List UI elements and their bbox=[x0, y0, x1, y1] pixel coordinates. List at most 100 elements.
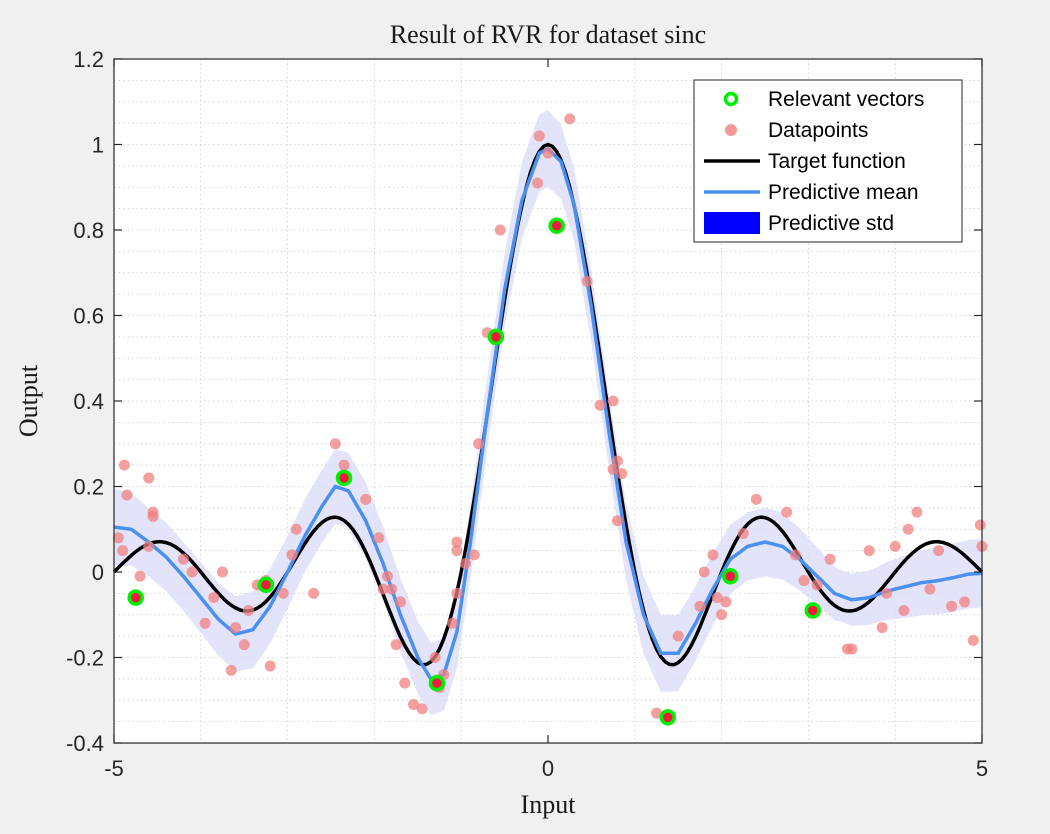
datapoint bbox=[967, 634, 979, 646]
datapoint bbox=[147, 506, 159, 518]
predictive-std-band bbox=[114, 110, 982, 716]
datapoint bbox=[750, 493, 762, 505]
datapoint bbox=[329, 438, 341, 450]
datapoint bbox=[716, 609, 728, 621]
datapoint bbox=[143, 472, 155, 484]
datapoint bbox=[881, 587, 893, 599]
datapoint bbox=[876, 622, 888, 634]
datapoint bbox=[451, 536, 463, 548]
datapoint bbox=[460, 557, 472, 569]
datapoint bbox=[473, 438, 485, 450]
datapoint bbox=[651, 707, 662, 719]
y-tick-label: 0.8 bbox=[73, 218, 104, 243]
datapoint bbox=[672, 630, 684, 642]
tick-layer: -5 0 5 -0.4 -0.2 0 0.2 0.4 0.6 0.8 1 1.2 bbox=[66, 47, 988, 781]
datapoint bbox=[902, 523, 914, 535]
datapoint bbox=[225, 664, 237, 676]
datapoint bbox=[946, 600, 958, 612]
y-tick-label: 0.2 bbox=[73, 475, 104, 500]
y-tick-label: 0.4 bbox=[73, 389, 104, 414]
legend-label: Datapoints bbox=[768, 119, 868, 142]
datapoint bbox=[720, 596, 732, 608]
relevant-vector bbox=[257, 576, 275, 594]
relevant-vector bbox=[428, 674, 446, 692]
chart-title: Result of RVR for dataset sinc bbox=[390, 20, 706, 49]
datapoint bbox=[416, 703, 428, 715]
relevant-vector bbox=[548, 217, 565, 234]
y-tick-label: 1 bbox=[92, 133, 104, 158]
legend-patch-std bbox=[704, 212, 760, 234]
datapoint bbox=[564, 113, 576, 125]
datapoint bbox=[889, 540, 901, 552]
datapoint bbox=[338, 459, 350, 471]
datapoint bbox=[217, 566, 228, 578]
y-tick-label: -0.2 bbox=[66, 646, 104, 671]
datapoint bbox=[407, 699, 419, 711]
relevant-vector bbox=[487, 328, 505, 346]
x-tick-label: -5 bbox=[104, 756, 124, 781]
legend-label: Predictive std bbox=[768, 212, 894, 235]
datapoint bbox=[811, 579, 823, 591]
datapoint bbox=[607, 395, 619, 407]
datapoint bbox=[177, 553, 189, 565]
datapoint bbox=[533, 130, 545, 142]
datapoint bbox=[208, 592, 220, 604]
x-axis-label: Input bbox=[521, 790, 577, 819]
datapoint bbox=[243, 604, 255, 616]
legend-label: Relevant vectors bbox=[768, 88, 924, 111]
datapoint bbox=[824, 553, 836, 565]
y-tick-label: 0 bbox=[92, 560, 104, 585]
datapoint bbox=[542, 147, 554, 159]
datapoint bbox=[117, 545, 129, 557]
datapoint bbox=[468, 549, 480, 561]
datapoint bbox=[924, 583, 936, 595]
datapoint bbox=[959, 596, 971, 608]
datapoint bbox=[447, 617, 459, 629]
datapoint bbox=[798, 575, 810, 587]
y-tick-label: -0.4 bbox=[66, 731, 104, 756]
relevant-vector bbox=[659, 709, 677, 726]
datapoint bbox=[399, 677, 411, 689]
legend-label: Predictive mean bbox=[768, 181, 919, 204]
datapoint bbox=[386, 583, 398, 595]
legend-label: Target function bbox=[768, 150, 906, 173]
datapoint bbox=[737, 528, 749, 540]
x-tick-label: 0 bbox=[542, 756, 554, 781]
relevant-vector bbox=[127, 589, 144, 606]
datapoint bbox=[394, 596, 406, 608]
datapoint bbox=[611, 515, 623, 527]
datapoint bbox=[308, 587, 320, 599]
legend-marker-datapoints bbox=[725, 124, 737, 136]
datapoint bbox=[264, 660, 276, 672]
datapoint bbox=[846, 643, 858, 655]
y-axis-label: Output bbox=[14, 364, 43, 437]
datapoint bbox=[390, 639, 402, 651]
datapoint bbox=[360, 493, 372, 505]
datapoint bbox=[199, 617, 211, 629]
datapoint bbox=[694, 600, 706, 612]
relevant-vector bbox=[722, 568, 739, 585]
datapoint bbox=[607, 463, 619, 475]
datapoint bbox=[451, 545, 463, 557]
y-tick-label: 1.2 bbox=[73, 47, 104, 72]
datapoint bbox=[974, 519, 986, 531]
datapoint bbox=[230, 622, 242, 634]
datapoint bbox=[451, 587, 463, 599]
datapoint bbox=[118, 459, 130, 471]
datapoint bbox=[707, 549, 719, 561]
datapoint bbox=[238, 639, 250, 651]
relevant-vectors-layer bbox=[127, 217, 821, 726]
datapoint bbox=[933, 545, 945, 557]
datapoint bbox=[134, 570, 146, 582]
datapoint bbox=[429, 652, 441, 663]
datapoint bbox=[616, 468, 628, 480]
datapoint bbox=[186, 566, 198, 578]
datapoint bbox=[581, 275, 593, 287]
datapoint bbox=[373, 532, 385, 544]
relevant-vector bbox=[804, 602, 821, 619]
datapoint bbox=[494, 224, 506, 236]
datapoint bbox=[698, 566, 710, 578]
datapoint bbox=[911, 506, 923, 518]
datapoint bbox=[277, 587, 289, 599]
datapoint bbox=[789, 549, 801, 561]
